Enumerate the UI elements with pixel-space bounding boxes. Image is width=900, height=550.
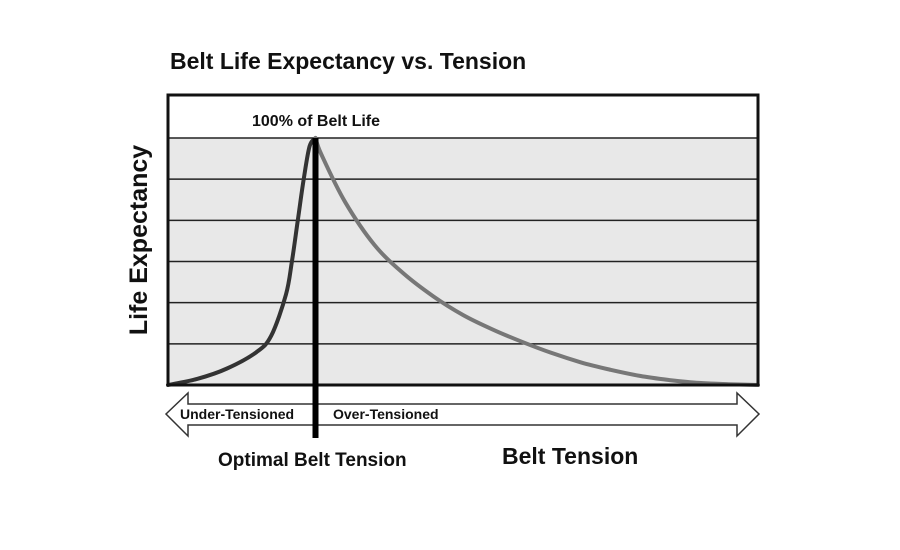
rising-curve [166, 136, 318, 387]
plot-frame [166, 93, 760, 387]
chart-title: Belt Life Expectancy vs. Tension [170, 48, 526, 74]
optimal-tension-label: Optimal Belt Tension [218, 450, 407, 471]
peak-label: 100% of Belt Life [252, 113, 380, 130]
tension-arrow [164, 391, 761, 438]
under-tensioned-label: Under-Tensioned [180, 406, 294, 422]
tension-arrow-shape [164, 391, 761, 438]
plot-area [166, 93, 760, 387]
over-tensioned-label: Over-Tensioned [333, 406, 439, 422]
x-axis-label: Belt Tension [502, 443, 638, 469]
y-axis-label: Life Expectancy [125, 145, 153, 335]
falling-curve [313, 136, 760, 387]
